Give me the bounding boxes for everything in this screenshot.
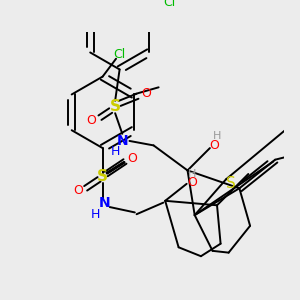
Text: O: O: [86, 114, 96, 127]
Text: S: S: [226, 176, 235, 191]
Text: Cl: Cl: [164, 0, 176, 9]
Text: O: O: [74, 184, 83, 197]
Text: H: H: [110, 145, 120, 158]
Text: H: H: [188, 169, 196, 179]
Text: H: H: [91, 208, 100, 221]
Text: O: O: [142, 87, 152, 100]
Text: H: H: [213, 131, 221, 142]
Text: O: O: [209, 139, 219, 152]
Text: O: O: [127, 152, 137, 165]
Text: S: S: [97, 169, 108, 184]
Text: S: S: [110, 100, 121, 115]
Text: Cl: Cl: [113, 48, 126, 61]
Text: N: N: [99, 196, 110, 211]
Text: N: N: [116, 134, 128, 148]
Text: O: O: [187, 176, 197, 189]
